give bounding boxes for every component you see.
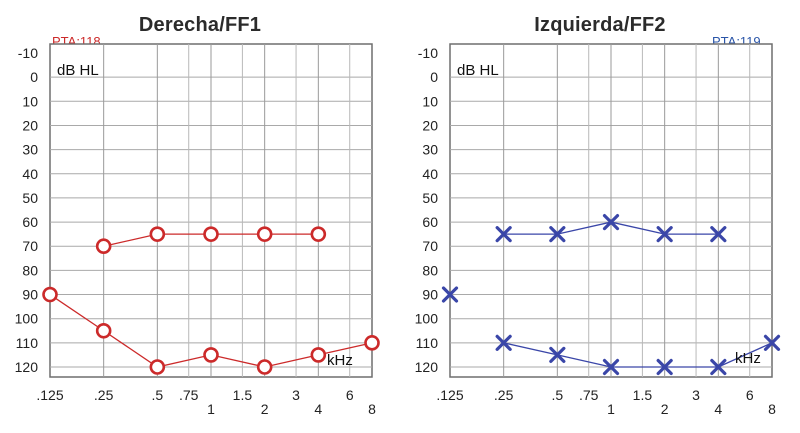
y-tick-label: 50	[22, 190, 38, 206]
x-tick-label: .125	[436, 387, 463, 403]
y-tick-label: 40	[422, 166, 438, 182]
data-point-x	[495, 334, 512, 351]
y-tick-label: 100	[15, 311, 39, 327]
audiogram-plot: -10 0 10 20 30 40 50 60 70 80 90 100 110 120 .125 .25 .5…	[15, 43, 380, 417]
y-tick-label: 110	[416, 335, 439, 351]
y-tick-label: 30	[422, 142, 438, 158]
y-unit-label: dB HL	[57, 62, 99, 79]
y-tick-label: 50	[422, 190, 438, 206]
x-tick-label: .75	[579, 387, 599, 403]
right-ear-audiogram-panel: Derecha/FF1 PTA:118 -10 0 10 20 30 40 50 60 70 80…	[15, 14, 380, 417]
audiogram-plot: -10 0 10 20 30 40 50 60 70 80 90 100 110 120 .125 .25 .5…	[415, 43, 781, 417]
chart-title: Derecha/FF1	[138, 14, 262, 36]
x-tick-label: 1.5	[233, 387, 253, 403]
y-tick-label: 20	[422, 117, 438, 133]
x-tick-label: 4	[314, 401, 322, 417]
chart-title: Izquierda/FF2	[534, 14, 666, 36]
data-point-circle	[95, 238, 112, 255]
y-tick-label: 80	[422, 262, 438, 278]
y-tick-label: 0	[30, 69, 38, 85]
y-tick-label: -10	[18, 45, 38, 61]
y-tick-label: 40	[22, 166, 38, 182]
data-point-circle	[149, 226, 166, 242]
y-tick-label: 90	[22, 287, 38, 303]
data-point-circle	[310, 226, 327, 242]
data-point-circle	[364, 335, 380, 351]
y-tick-label: 10	[422, 93, 438, 109]
y-tick-label: 10	[22, 93, 38, 109]
data-point-x	[549, 226, 566, 243]
data-point-circle	[203, 347, 219, 363]
y-tick-label: -10	[418, 45, 438, 61]
y-tick-label: 70	[22, 238, 38, 254]
data-point-circle	[203, 226, 219, 242]
data-point-x	[602, 358, 620, 376]
y-tick-label: 80	[22, 262, 38, 278]
data-point-x	[495, 226, 512, 243]
x-tick-label: .25	[494, 387, 514, 403]
y-tick-label: 90	[422, 287, 438, 303]
left-ear-audiogram-panel: Izquierda/FF2 PTA:119 -10 0 10 20 30 40 50 60 70…	[400, 0, 800, 433]
data-point-x	[710, 226, 727, 243]
x-tick-label: .5	[151, 387, 163, 403]
y-tick-label: 70	[422, 238, 438, 254]
data-point-x	[441, 286, 459, 303]
y-tick-label: 30	[22, 142, 38, 158]
x-tick-label: 3	[692, 387, 700, 403]
data-point-circle	[310, 347, 327, 363]
x-tick-label: 2	[661, 401, 669, 417]
y-tick-label: 120	[415, 359, 439, 375]
x-tick-label: 1.5	[633, 387, 653, 403]
data-point-x	[602, 213, 620, 231]
y-tick-label: 60	[22, 214, 38, 230]
data-point-circle	[95, 322, 112, 339]
data-point-circle	[42, 286, 58, 303]
data-point-x	[763, 334, 781, 351]
data-point-x	[656, 358, 673, 376]
data-point-x	[656, 226, 673, 243]
x-unit-label: kHz	[735, 350, 761, 367]
y-tick-label: 60	[422, 214, 438, 230]
x-tick-label: .125	[36, 387, 63, 403]
data-point-circle	[149, 359, 166, 375]
data-point-circle	[256, 226, 273, 242]
x-tick-label: 6	[746, 387, 754, 403]
y-tick-label: 120	[15, 359, 39, 375]
x-tick-label: .75	[179, 387, 199, 403]
x-tick-label: .5	[551, 387, 563, 403]
data-point-x	[710, 358, 727, 376]
x-tick-label: 3	[292, 387, 300, 403]
x-tick-label: 8	[368, 401, 376, 417]
x-tick-label: 2	[261, 401, 269, 417]
y-unit-label: dB HL	[457, 62, 499, 79]
x-tick-label: 6	[346, 387, 354, 403]
x-tick-label: 4	[714, 401, 722, 417]
x-tick-label: 1	[207, 401, 215, 417]
x-tick-label: 8	[768, 401, 776, 417]
series-line	[503, 342, 773, 368]
data-point-x	[549, 346, 566, 364]
y-tick-label: 0	[430, 69, 438, 85]
y-tick-label: 20	[22, 117, 38, 133]
x-unit-label: kHz	[327, 352, 353, 369]
y-tick-label: 110	[16, 335, 39, 351]
y-tick-label: 100	[415, 311, 439, 327]
data-point-circle	[256, 359, 273, 375]
x-tick-label: 1	[607, 401, 615, 417]
x-tick-label: .25	[94, 387, 114, 403]
